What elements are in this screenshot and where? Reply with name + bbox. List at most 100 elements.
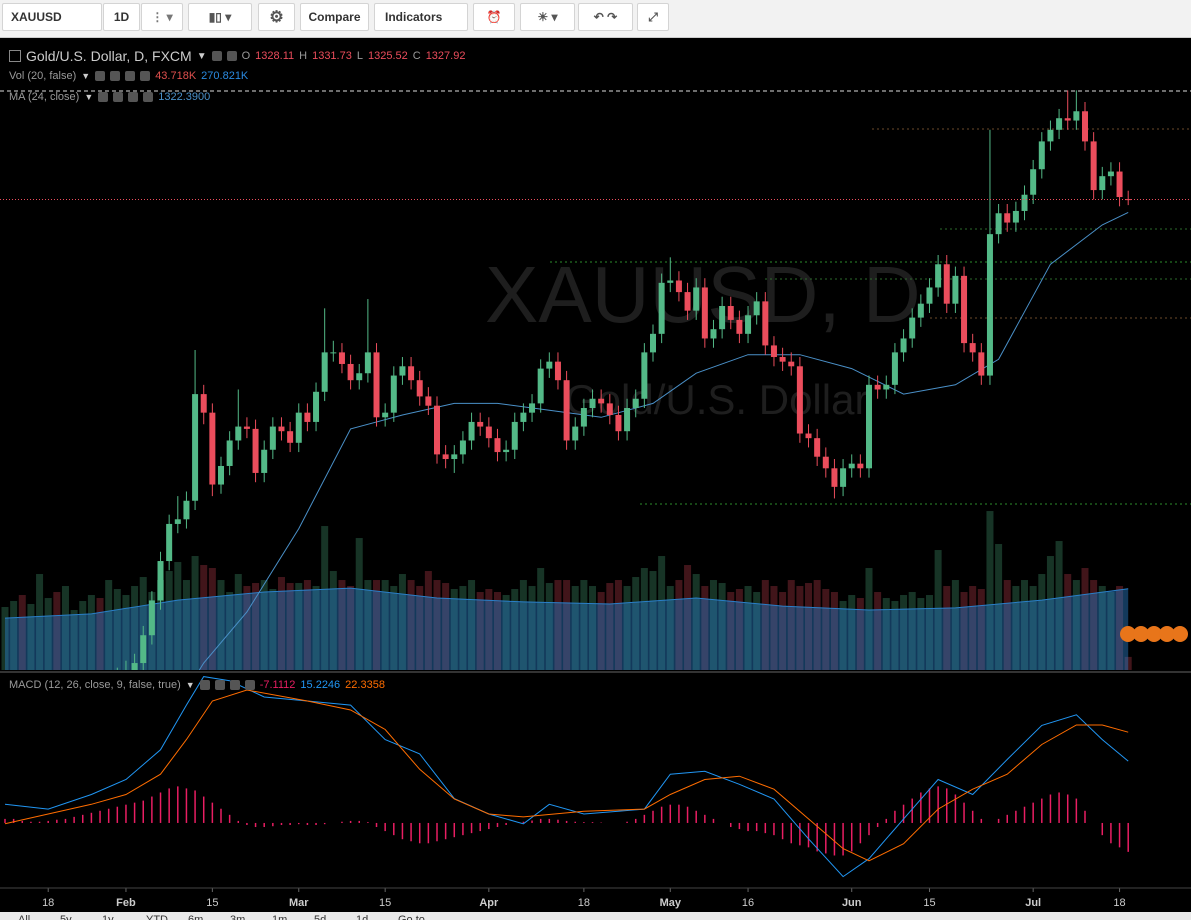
compare-button[interactable]: Compare <box>300 3 369 31</box>
legend-icon[interactable] <box>211 51 222 61</box>
caret[interactable]: ▼ <box>185 680 195 690</box>
symbol-input[interactable]: XAUUSD <box>2 3 102 31</box>
volume-bar <box>1072 580 1080 670</box>
volume-bar <box>277 577 285 670</box>
x-tick-label: May <box>660 897 682 909</box>
range-button[interactable]: 3m <box>230 914 246 920</box>
volume-bar <box>874 592 882 670</box>
ohlc-label: H <box>299 50 308 62</box>
volume-bar <box>813 580 821 670</box>
range-bar: All 5y 1y YTD 6m 3m 1m 5d 1d Go to... <box>0 912 1191 920</box>
candle-body <box>822 456 829 469</box>
caret[interactable]: ▼ <box>81 71 91 81</box>
indicators-button[interactable]: Indicators <box>374 3 468 31</box>
range-button[interactable]: Go to... <box>398 914 435 920</box>
range-button[interactable]: 1y <box>102 914 114 920</box>
ideas-button[interactable]: ☀ ▾ <box>520 3 575 31</box>
candle-body <box>848 463 855 469</box>
range-button[interactable]: All <box>18 914 31 920</box>
title-caret[interactable]: ▼ <box>196 50 207 62</box>
volume-bar <box>243 586 251 670</box>
fullscreen-button[interactable]: ⤢ <box>637 3 669 31</box>
candle-body <box>736 319 743 334</box>
collapse-icon[interactable] <box>9 50 21 62</box>
volume-bar <box>839 601 847 670</box>
volume-bar <box>528 586 536 670</box>
volume-bar <box>675 580 683 670</box>
range-button[interactable]: 1d <box>356 914 369 920</box>
legend-icon[interactable] <box>214 680 225 690</box>
range-button[interactable]: 1m <box>272 914 288 920</box>
volume-bar <box>623 586 631 670</box>
volume-ma-area <box>5 588 1129 670</box>
legend-icon[interactable] <box>244 680 255 690</box>
ohlc-values: O 1328.11 H 1331.73 L 1325.52 C 1327.92 <box>242 50 466 62</box>
candle-body <box>745 315 752 334</box>
legend-icon[interactable] <box>226 51 237 61</box>
chart-background <box>0 38 1191 912</box>
volume-ma-value: 270.821K <box>201 70 249 82</box>
event-flags <box>1120 626 1188 642</box>
volume-bar <box>744 586 752 670</box>
candle-body <box>192 394 199 501</box>
volume-bar <box>424 571 432 670</box>
main-legend: Gold/U.S. Dollar, D, FXCM ▼ O 1328.11 H 1331… <box>9 48 465 64</box>
alert-button[interactable]: ⏰ <box>473 3 515 31</box>
interval-button[interactable]: 1D <box>103 3 140 31</box>
legend-icon[interactable] <box>199 680 210 690</box>
volume-bar <box>61 586 69 670</box>
legend-icon[interactable] <box>113 92 124 102</box>
legend-icon[interactable] <box>140 71 151 81</box>
candle-body <box>572 426 579 441</box>
candle-body <box>382 412 389 418</box>
legend-icon[interactable] <box>110 71 121 81</box>
legend-icon[interactable] <box>128 92 139 102</box>
range-button[interactable]: 6m <box>188 914 204 920</box>
settings-button[interactable]: ⚙ <box>258 3 295 31</box>
volume-name: Vol (20, false) <box>9 70 77 82</box>
chart: XAUUSD, D Gold/U.S. Dollar 18 Feb 15 Mar 15 A… <box>0 38 1191 912</box>
volume-bar <box>934 550 942 670</box>
candle-body <box>1082 111 1088 142</box>
volume-bar <box>87 595 95 670</box>
volume-bar <box>390 586 398 670</box>
volume-bar <box>433 580 441 670</box>
legend-icon[interactable] <box>95 71 106 81</box>
volume-bar <box>1107 592 1115 670</box>
volume-bar <box>1003 580 1011 670</box>
candle-body <box>287 431 294 443</box>
volume-bar <box>131 586 139 670</box>
volume-bar <box>286 583 294 670</box>
candle-body <box>788 361 795 367</box>
macd-hist-value: -7.1112 <box>259 679 296 691</box>
volume-bar <box>381 580 389 670</box>
caret[interactable]: ▼ <box>84 92 94 102</box>
candle-body <box>278 426 285 432</box>
volume-bar <box>252 583 260 670</box>
legend-icon[interactable] <box>229 680 240 690</box>
range-button[interactable]: YTD <box>146 914 168 920</box>
ma-legend: MA (24, close) ▼ 1322.3900 <box>9 91 210 103</box>
volume-bar <box>1064 574 1072 670</box>
candle-body <box>814 438 821 457</box>
candle-body <box>701 287 708 339</box>
candle-body <box>606 403 613 415</box>
chart-style-button[interactable]: ▮▯ ▾ <box>188 3 252 31</box>
volume-bar <box>960 592 968 670</box>
range-button[interactable]: 5y <box>60 914 72 920</box>
volume-bar <box>303 580 311 670</box>
candle-body <box>632 398 639 409</box>
volume-bar <box>951 580 959 670</box>
volume-bar <box>511 589 519 670</box>
legend-icon[interactable] <box>143 92 154 102</box>
legend-icon[interactable] <box>125 71 136 81</box>
interval-menu[interactable]: ⋮ ▾ <box>141 3 183 31</box>
undo-redo[interactable]: ↶ ↷ <box>578 3 633 31</box>
range-button[interactable]: 5d <box>314 914 327 920</box>
legend-icon[interactable] <box>98 92 109 102</box>
volume-bar <box>709 580 717 670</box>
candle-body <box>917 303 924 318</box>
volume-bar <box>684 565 692 670</box>
volume-bar <box>10 601 18 670</box>
volume-bar <box>718 583 726 670</box>
